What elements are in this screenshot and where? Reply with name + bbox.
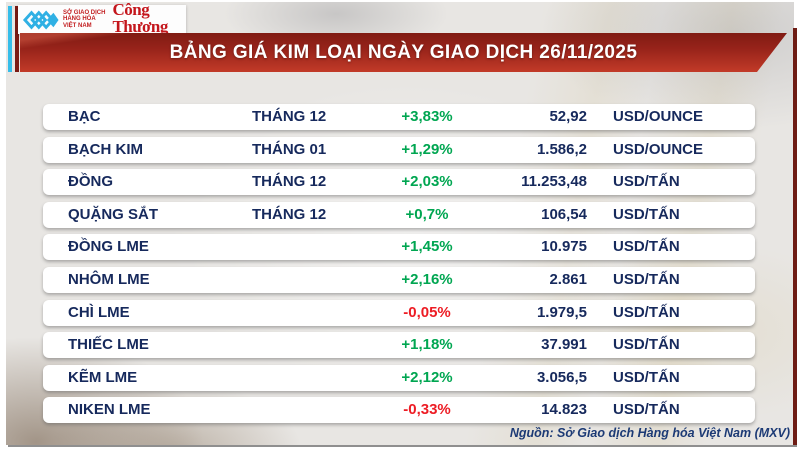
price-value: 11.253,48 bbox=[521, 173, 587, 191]
price-value: 2.861 bbox=[549, 270, 587, 288]
commodity-name: BẠCH KIM bbox=[68, 140, 143, 158]
price-unit: USD/TẤN bbox=[613, 336, 680, 354]
percent-change: +1,18% bbox=[401, 336, 453, 354]
commodity-name: ĐỒNG LME bbox=[68, 238, 149, 256]
title-banner: BẢNG GIÁ KIM LOẠI NGÀY GIAO DỊCH 26/11/2… bbox=[20, 33, 787, 72]
price-value: 1.979,5 bbox=[536, 303, 587, 321]
commodity-name: QUẶNG SẮT bbox=[68, 205, 158, 223]
price-unit: USD/OUNCE bbox=[613, 108, 704, 125]
table-row: BẠC THÁNG 12 +3,83% 52,92 USD/OUNCE bbox=[43, 104, 755, 130]
commodity-name: THIẾC LME bbox=[68, 336, 149, 354]
price-unit: USD/TẤN bbox=[613, 173, 680, 191]
source-credit: Nguồn: Sở Giao dịch Hàng hóa Việt Nam (M… bbox=[509, 426, 790, 440]
percent-change: -0,05% bbox=[403, 303, 451, 321]
price-unit: USD/TẤN bbox=[613, 368, 680, 386]
table-row: QUẶNG SẮT THÁNG 12 +0,7% 106,54 USD/TẤN bbox=[43, 201, 755, 228]
commodity-name: BẠC bbox=[68, 108, 101, 125]
percent-change: +2,16% bbox=[401, 270, 453, 288]
table-row: NIKEN LME -0,33% 14.823 USD/TẤN bbox=[43, 397, 755, 424]
price-value: 1.586,2 bbox=[536, 140, 587, 158]
price-value: 10.975 bbox=[541, 238, 587, 256]
table-row: ĐỒNG THÁNG 12 +2,03% 11.253,48 USD/TẤN bbox=[43, 169, 755, 196]
price-unit: USD/TẤN bbox=[613, 270, 680, 288]
congthuong-logo: Công Thương bbox=[112, 0, 193, 38]
price-value: 52,92 bbox=[549, 108, 587, 125]
table-row: CHÌ LME -0,05% 1.979,5 USD/TẤN bbox=[43, 299, 755, 326]
price-value: 37.991 bbox=[541, 336, 587, 354]
page-title: BẢNG GIÁ KIM LOẠI NGÀY GIAO DỊCH 26/11/2… bbox=[169, 41, 638, 63]
mxv-org-line-3: VIỆT NAM bbox=[63, 22, 92, 29]
cyan-accent-stripe bbox=[8, 6, 12, 72]
table-row: BẠCH KIM THÁNG 01 +1,29% 1.586,2 USD/OUN… bbox=[43, 136, 755, 163]
percent-change: +1,45% bbox=[401, 238, 453, 256]
percent-change: +3,83% bbox=[401, 108, 453, 125]
price-value: 106,54 bbox=[541, 205, 587, 223]
contract-month: THÁNG 12 bbox=[252, 205, 327, 223]
mxv-org-line-2: HÀNG HÓA bbox=[63, 16, 96, 23]
contract-month: THÁNG 12 bbox=[252, 173, 327, 191]
price-table: BẠC THÁNG 12 +3,83% 52,92 USD/OUNCE BẠCH… bbox=[43, 104, 755, 430]
maroon-accent-stripe bbox=[15, 6, 19, 72]
commodity-name: NHÔM LME bbox=[68, 270, 150, 288]
price-unit: USD/TẤN bbox=[613, 401, 680, 419]
contract-month: THÁNG 12 bbox=[252, 108, 327, 125]
percent-change: +0,7% bbox=[405, 205, 449, 223]
congthuong-logo-text: Công Thương bbox=[112, 0, 168, 36]
commodity-name: NIKEN LME bbox=[68, 401, 151, 419]
price-unit: USD/TẤN bbox=[613, 205, 680, 223]
table-row: NHÔM LME +2,16% 2.861 USD/TẤN bbox=[43, 266, 755, 293]
price-value: 14.823 bbox=[541, 401, 587, 419]
mxv-logo-icon bbox=[22, 10, 59, 29]
commodity-name: ĐỒNG bbox=[68, 173, 113, 191]
commodity-name: KẼM LME bbox=[68, 368, 138, 386]
percent-change: -0,33% bbox=[403, 401, 451, 419]
commodity-name: CHÌ LME bbox=[68, 303, 130, 321]
right-edge-bar bbox=[793, 28, 797, 447]
logo-box: SỞ GIAO DỊCH HÀNG HÓA VIỆT NAM Công Thươ… bbox=[18, 1, 193, 38]
price-value: 3.056,5 bbox=[536, 368, 587, 386]
mxv-org-line-1: SỞ GIAO DỊCH bbox=[63, 9, 106, 16]
table-row: ĐỒNG LME +1,45% 10.975 USD/TẤN bbox=[43, 234, 755, 261]
mxv-org-name: SỞ GIAO DỊCH HÀNG HÓA VIỆT NAM bbox=[63, 10, 105, 30]
bottom-edge-bar bbox=[8, 445, 797, 447]
price-unit: USD/TẤN bbox=[613, 303, 680, 321]
percent-change: +1,29% bbox=[401, 140, 453, 158]
price-unit: USD/TẤN bbox=[613, 238, 680, 256]
percent-change: +2,03% bbox=[401, 173, 453, 191]
table-row: THIẾC LME +1,18% 37.991 USD/TẤN bbox=[43, 332, 755, 359]
price-unit: USD/OUNCE bbox=[613, 140, 704, 158]
contract-month: THÁNG 01 bbox=[252, 140, 327, 158]
percent-change: +2,12% bbox=[401, 368, 453, 386]
table-row: KẼM LME +2,12% 3.056,5 USD/TẤN bbox=[43, 364, 755, 391]
